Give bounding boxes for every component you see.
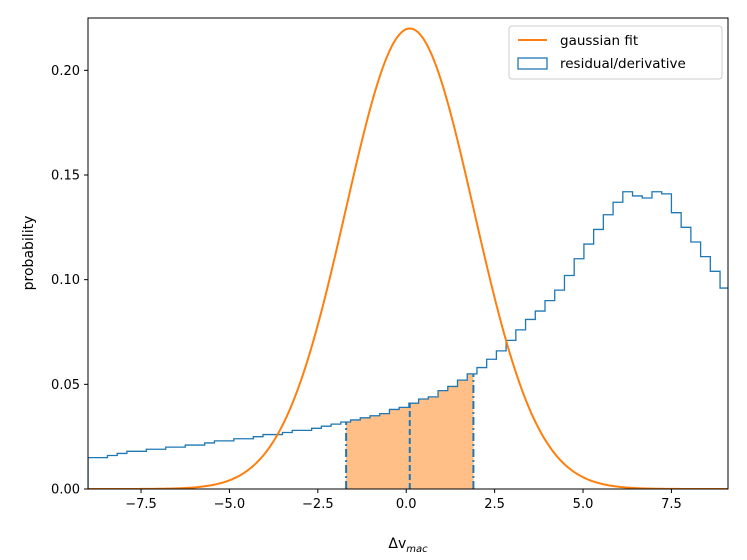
x-tick-label-3: 0.0 [396,497,417,512]
y-tick-label-3: 0.15 [51,169,80,184]
legend: gaussian fit residual/derivative [508,25,723,80]
x-tick-label-1: −5.0 [214,497,246,512]
legend-swatch-histogram [517,57,548,70]
histogram-series [88,191,728,489]
x-axis-label: Δvmac [388,536,428,555]
legend-box [508,25,723,80]
x-tick-label-0: −7.5 [125,497,157,512]
y-tick-label-4: 0.20 [51,64,80,79]
y-tick-label-2: 0.10 [51,273,80,288]
x-tick-label-4: 2.5 [484,497,505,512]
axes-frame [87,17,729,490]
x-tick-label-5: 5.0 [573,497,594,512]
gaussian-fit-line [88,27,728,489]
y-axis-label: probability [21,216,37,291]
tick-layer: −7.5 −5.0 −2.5 0.0 2.5 5.0 7.5 0.00 0.05 0.10 0.15… [51,64,682,512]
plot-layer [88,27,728,489]
x-axis-label-subscript: mac [406,544,428,555]
y-tick-label-0: 0.00 [51,483,80,498]
y-tick-label-1: 0.05 [51,378,80,393]
x-tick-label-6: 7.5 [661,497,682,512]
x-tick-label-2: −2.5 [302,497,334,512]
legend-label-gaussian: gaussian fit [560,33,638,49]
x-axis-label-main: Δv [388,536,406,552]
legend-label-histogram: residual/derivative [560,56,686,72]
clipped-area [88,27,728,489]
